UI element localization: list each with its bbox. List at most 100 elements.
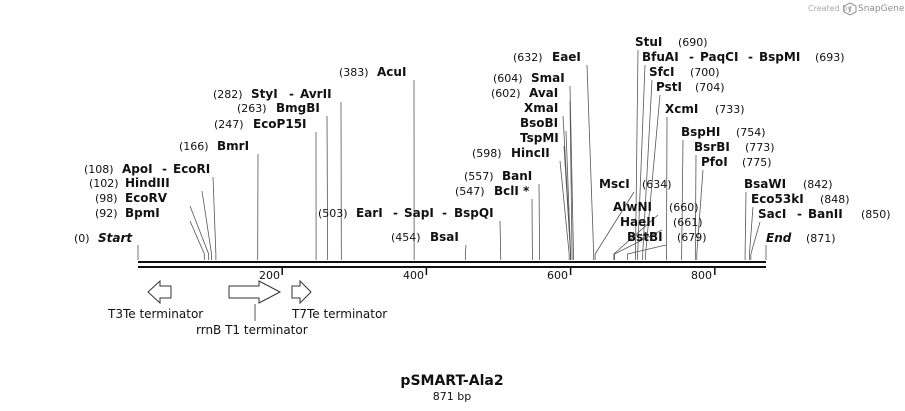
enzyme-name: BanII: [808, 207, 843, 221]
enzyme-msci[interactable]: MscI (634): [599, 177, 672, 191]
feature-label: T7Te terminator: [291, 307, 387, 321]
enzyme-ecorv[interactable]: (98) EcoRV: [95, 191, 168, 205]
ruler: 200 400 600 800: [259, 268, 716, 282]
site-line: [212, 176, 217, 260]
enzyme-bani[interactable]: (557) BanI: [464, 169, 532, 183]
enzyme-name: SmaI: [531, 71, 565, 85]
enzyme-eaei[interactable]: (632) EaeI: [513, 50, 581, 64]
svg-text:(704): (704): [695, 81, 725, 94]
enzyme-bsai[interactable]: (454) BsaI: [391, 230, 459, 244]
svg-text:(700): (700): [690, 66, 720, 79]
feature-rrnb-t1-terminator[interactable]: rrnB T1 terminator: [196, 280, 308, 337]
end-label: End (871): [766, 231, 836, 245]
site-line: [613, 214, 659, 260]
tick-label-400: 400: [403, 269, 424, 282]
enzyme-xmai[interactable]: XmaI: [524, 101, 558, 115]
enzyme-bsrbi[interactable]: BsrBI (773): [694, 140, 775, 154]
enzyme-styi-avrii[interactable]: (282) StyI - AvrII: [213, 87, 332, 101]
start-label: (0) Start: [74, 231, 133, 245]
enzyme-name: AcuI: [377, 65, 406, 79]
feature-t7te-terminator[interactable]: T7Te terminator: [291, 279, 387, 321]
svg-text:(92): (92): [95, 207, 118, 220]
site-line: [538, 183, 541, 260]
svg-text:(604): (604): [493, 72, 523, 85]
enzyme-name: EarI: [356, 206, 383, 220]
enzyme-name: SacI: [758, 207, 786, 221]
enzyme-eco53ki[interactable]: Eco53kI (848): [751, 192, 850, 206]
enzyme-name: MscI: [599, 177, 630, 191]
enzyme-name: BclI *: [494, 184, 530, 198]
enzyme-ecop15i[interactable]: (247) EcoP15I: [214, 117, 307, 131]
site-line: [569, 85, 574, 260]
svg-text:(632): (632): [513, 51, 543, 64]
enzyme-bsawi[interactable]: BsaWI (842): [744, 177, 833, 191]
enzyme-name: HincII: [511, 146, 550, 160]
site-lines: [137, 49, 767, 260]
enzyme-bmgbi[interactable]: (263) BmgBI: [237, 101, 320, 115]
svg-text:(102): (102): [89, 177, 119, 190]
enzyme-xcmi[interactable]: XcmI (733): [665, 102, 745, 116]
enzyme-name: BstBI: [627, 230, 663, 244]
svg-text:(282): (282): [213, 88, 243, 101]
enzyme-name: XmaI: [524, 101, 558, 115]
enzyme-apoi-ecori[interactable]: (108) ApoI - EcoRI: [84, 162, 210, 176]
enzyme-bsphi[interactable]: BspHI (754): [681, 125, 766, 139]
svg-text:(454): (454): [391, 231, 421, 244]
enzyme-stui[interactable]: StuI (690): [635, 35, 708, 49]
site-line: [586, 64, 595, 260]
enzyme-saci-banii[interactable]: SacI - BanII (850): [758, 207, 891, 221]
enzyme-eari-sapi-bspqi[interactable]: (503) EarI - SapI - BspQI: [318, 206, 494, 220]
enzyme-avai[interactable]: (602) AvaI: [491, 86, 558, 100]
end-name: End: [766, 231, 792, 245]
site-line: [464, 244, 467, 260]
enzyme-smai[interactable]: (604) SmaI: [493, 71, 565, 85]
enzyme-bmri[interactable]: (166) BmrI: [179, 139, 249, 153]
snapgene-brand-text: SnapGene: [858, 4, 905, 14]
dna-backbone: [138, 261, 766, 268]
enzyme-bstbi[interactable]: BstBI (679): [627, 230, 707, 244]
enzyme-alwni[interactable]: AlwNI (660): [613, 200, 699, 214]
svg-text:-: -: [289, 87, 294, 101]
svg-text:(602): (602): [491, 87, 521, 100]
enzyme-hindiii[interactable]: (102) HindIII: [89, 176, 170, 190]
enzyme-bfuai-paqci-bspmi[interactable]: BfuAI - PaqCI - BspMI (693): [642, 50, 845, 64]
site-line: [696, 169, 704, 260]
svg-text:-: -: [393, 206, 398, 220]
enzyme-name: BpmI: [125, 206, 160, 220]
enzyme-psti[interactable]: PstI (704): [656, 80, 725, 94]
feature-t3te-terminator[interactable]: T3Te terminator: [107, 279, 203, 321]
enzyme-pfoi[interactable]: PfoI (775): [701, 155, 772, 169]
enzyme-haeii[interactable]: HaeII (661): [620, 215, 703, 229]
enzyme-sfci[interactable]: SfcI (700): [649, 65, 720, 79]
tick-label-200: 200: [259, 269, 280, 282]
enzyme-bpmi[interactable]: (92) BpmI: [95, 206, 160, 220]
svg-text:(871): (871): [806, 232, 836, 245]
enzyme-bcli[interactable]: (547) BclI *: [455, 184, 530, 198]
svg-text:(850): (850): [861, 208, 891, 221]
enzyme-bsobi[interactable]: BsoBI: [520, 116, 558, 130]
site-line: [189, 220, 205, 260]
site-line: [750, 221, 761, 260]
enzyme-name: SfcI: [649, 65, 674, 79]
forward-arrow-icon: [291, 279, 312, 305]
svg-text:(679): (679): [677, 231, 707, 244]
enzyme-tspmi[interactable]: TspMI: [520, 131, 559, 145]
created-by-text: Created by: [808, 4, 852, 13]
site-line: [569, 100, 573, 260]
svg-text:(166): (166): [179, 140, 209, 153]
enzyme-hincii[interactable]: (598) HincII: [472, 146, 550, 160]
enzyme-name: BspMI: [759, 50, 800, 64]
enzyme-name: BsoBI: [520, 116, 558, 130]
enzyme-name: StuI: [635, 35, 662, 49]
site-line: [635, 49, 639, 260]
plasmid-length: 871 bp: [433, 390, 471, 403]
enzyme-name: SapI: [404, 206, 434, 220]
svg-text:-: -: [748, 50, 753, 64]
svg-text:-: -: [442, 206, 447, 220]
site-line: [749, 206, 754, 260]
enzyme-acui[interactable]: (383) AcuI: [339, 65, 406, 79]
site-line: [594, 191, 635, 260]
svg-text:(661): (661): [673, 216, 703, 229]
site-line: [499, 220, 502, 260]
enzyme-name: PstI: [656, 80, 682, 94]
